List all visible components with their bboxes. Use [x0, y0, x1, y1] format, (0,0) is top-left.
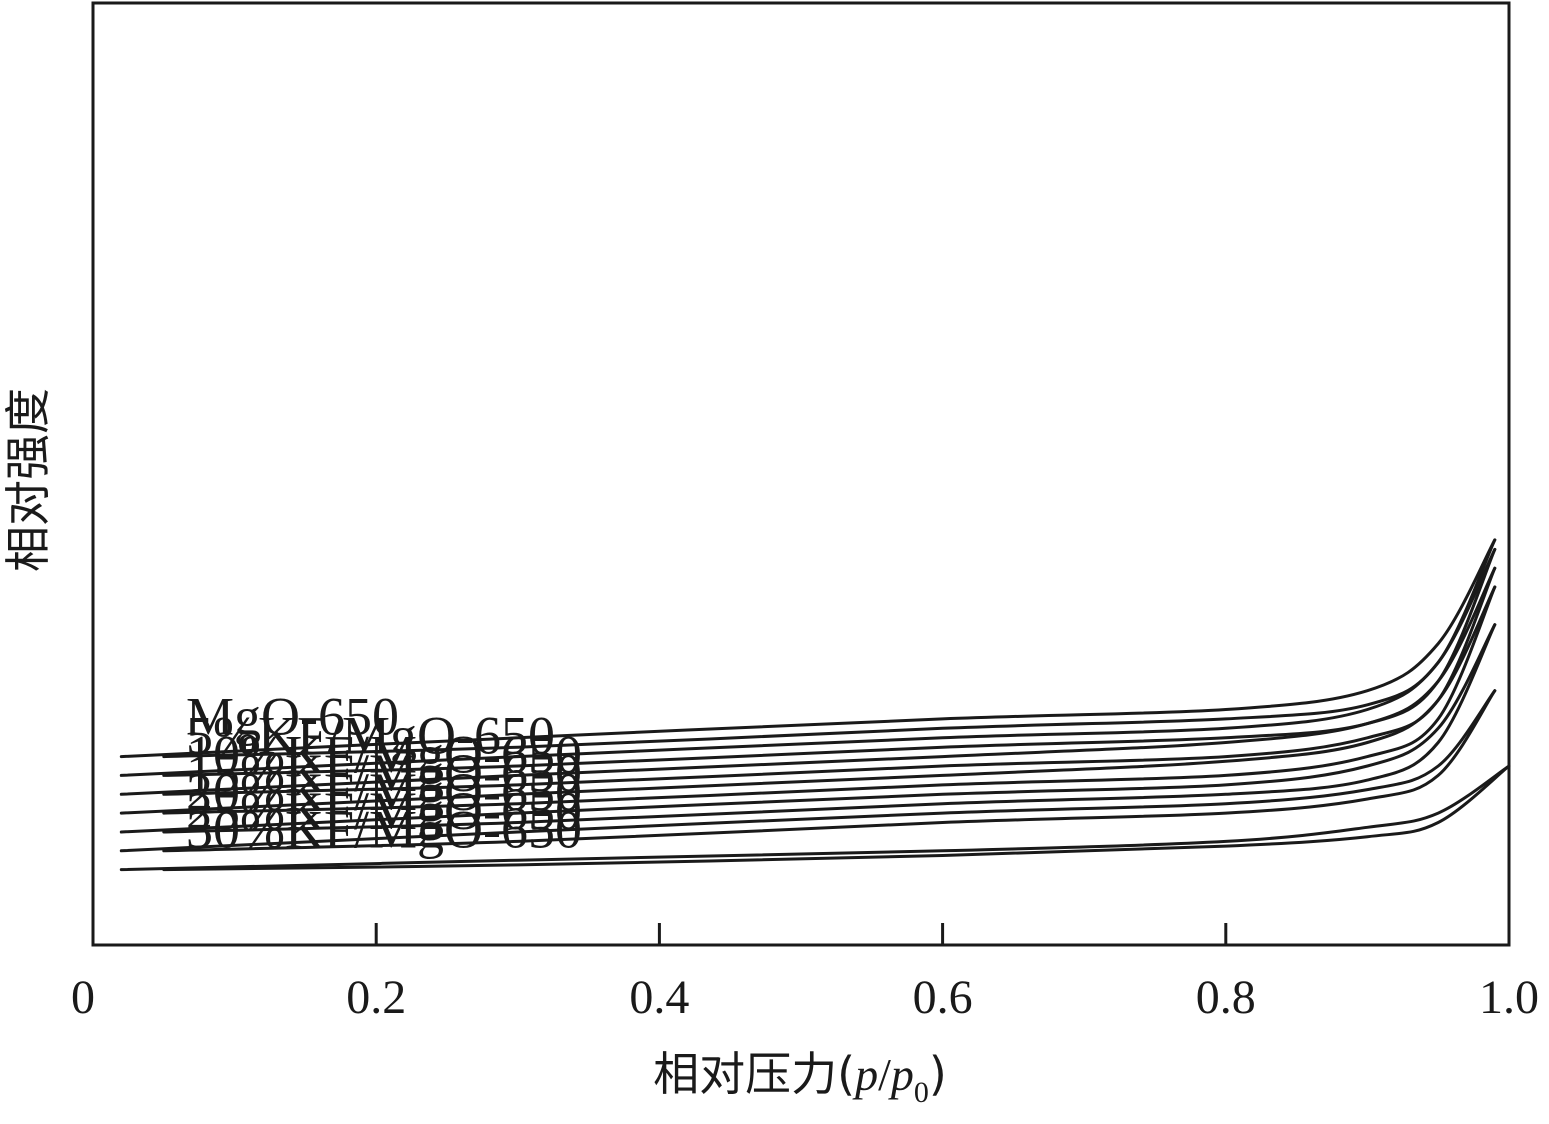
series-3-adsorption-line [119, 585, 1497, 815]
plot-frame [91, 1, 1511, 947]
series-label-4: 20%KF/MgO-650 [186, 762, 582, 822]
series-6-adsorption-line [119, 764, 1511, 872]
series-4-desorption-line [162, 623, 1497, 834]
x-axis-title: 相对压力(p/p0) [653, 1047, 947, 1109]
x-tick-label-5: 1.0 [1479, 971, 1539, 1024]
series-label-3: 15%KF/MgO-650 [186, 743, 582, 803]
series-label-0: MgO-650 [186, 687, 399, 747]
y-axis-title: 相对强度 [1, 388, 55, 572]
series-label-5: 25%KF/MgO-650 [186, 781, 582, 841]
x-tick-label-1: 0.2 [346, 971, 406, 1024]
x-axis-tick-labels: 0 0.2 0.4 0.6 0.8 1.0 [71, 971, 1539, 1024]
series-label-1: 5%KF/MgO-650 [186, 705, 555, 765]
series-0-adsorption-line [119, 538, 1497, 759]
series-labels: MgO-6505%KF/MgO-65010%KF/MgO-65015%KF/Mg… [186, 687, 582, 860]
x-tick-label-4: 0.8 [1196, 971, 1256, 1024]
series-label-6: 30%KF/MgO-650 [186, 800, 582, 860]
series-6-desorption-line [162, 764, 1511, 872]
x-tick-label-2: 0.4 [629, 971, 689, 1024]
series-1-adsorption-line [119, 547, 1497, 777]
series-5-desorption-line [162, 689, 1497, 853]
isotherm-curves [119, 538, 1511, 872]
series-label-2: 10%KF/MgO-650 [186, 724, 582, 784]
series-2-adsorption-line [119, 566, 1497, 796]
x-tick-label-0: 0 [71, 971, 95, 1024]
x-axis-ticks [374, 923, 1228, 945]
series-3-desorption-line [162, 585, 1497, 815]
series-5-adsorption-line [119, 689, 1497, 853]
x-tick-label-3: 0.6 [913, 971, 973, 1024]
series-4-adsorption-line [119, 623, 1497, 834]
